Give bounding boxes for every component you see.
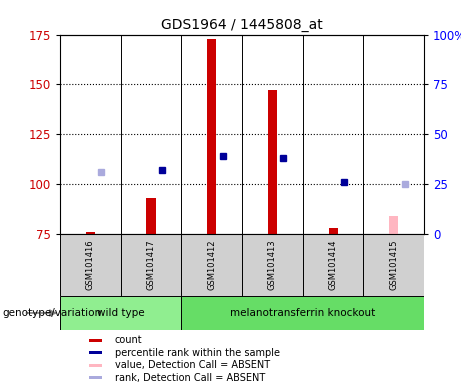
Bar [60, 234, 121, 296]
Text: percentile rank within the sample: percentile rank within the sample [114, 348, 279, 358]
Text: melanotransferrin knockout: melanotransferrin knockout [230, 308, 375, 318]
Text: genotype/variation: genotype/variation [2, 308, 101, 318]
Bar [389, 216, 398, 234]
Bar [242, 234, 303, 296]
Text: GSM101413: GSM101413 [268, 240, 277, 290]
Bar [268, 91, 277, 234]
Bar [89, 376, 102, 379]
Text: GSM101416: GSM101416 [86, 240, 95, 290]
Title: GDS1964 / 1445808_at: GDS1964 / 1445808_at [161, 18, 323, 32]
Bar [147, 198, 155, 234]
Bar [89, 339, 102, 342]
Bar [303, 234, 363, 296]
Bar [329, 228, 337, 234]
Bar [86, 232, 95, 234]
Bar [89, 351, 102, 354]
Text: value, Detection Call = ABSENT: value, Detection Call = ABSENT [114, 360, 270, 370]
Text: GSM101417: GSM101417 [147, 240, 155, 290]
Text: rank, Detection Call = ABSENT: rank, Detection Call = ABSENT [114, 373, 265, 383]
Bar [89, 364, 102, 367]
Bar [363, 234, 424, 296]
Bar [181, 296, 424, 330]
Bar [121, 234, 181, 296]
Text: GSM101412: GSM101412 [207, 240, 216, 290]
Bar [60, 296, 181, 330]
Text: count: count [114, 335, 142, 345]
Text: GSM101414: GSM101414 [329, 240, 337, 290]
Bar [181, 234, 242, 296]
Text: GSM101415: GSM101415 [389, 240, 398, 290]
Bar [207, 38, 216, 234]
Text: wild type: wild type [97, 308, 144, 318]
